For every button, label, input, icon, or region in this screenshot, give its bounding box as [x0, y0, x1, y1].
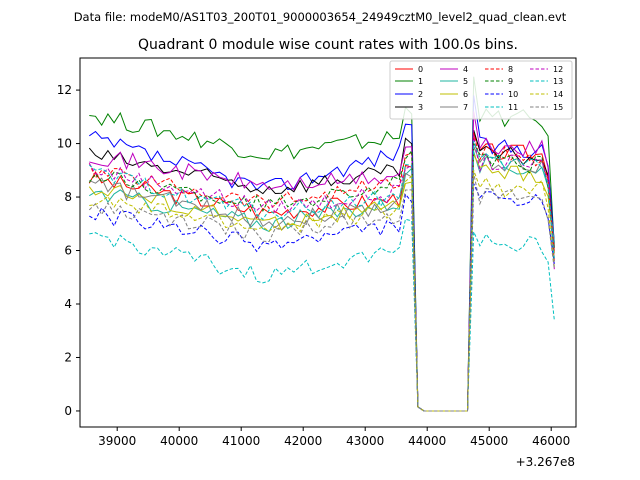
x-offset-label: +3.267e8: [516, 455, 575, 469]
y-tick-label: 4: [64, 297, 72, 311]
series-line-4: [89, 111, 555, 412]
legend-label-7: 7: [463, 103, 468, 112]
y-tick-label: 12: [57, 83, 72, 97]
legend-label-15: 15: [553, 103, 563, 112]
series-line-5: [89, 151, 555, 412]
series-line-8: [88, 132, 555, 412]
chart-title: Quadrant 0 module wise count rates with …: [138, 37, 518, 53]
plot-lines: [88, 76, 555, 412]
legend-label-9: 9: [508, 77, 513, 86]
x-tick-label: 44000: [408, 434, 446, 448]
x-tick-label: 42000: [284, 434, 322, 448]
legend-label-2: 2: [418, 90, 423, 99]
legend-label-5: 5: [463, 77, 468, 86]
series-line-0: [88, 132, 555, 412]
legend-label-14: 14: [553, 90, 563, 99]
series-line-2: [89, 95, 555, 412]
series-line-13: [88, 140, 555, 412]
x-tick-label: 43000: [346, 434, 384, 448]
y-tick-label: 6: [64, 244, 72, 258]
legend-label-6: 6: [463, 90, 468, 99]
y-axis: 0 2 4 6 8 10 12: [57, 83, 80, 418]
series-line-15: [88, 172, 555, 412]
series-line-14: [89, 170, 555, 412]
series-line-10: [89, 183, 555, 412]
series-line-1: [89, 76, 555, 412]
legend-label-11: 11: [508, 103, 518, 112]
series-line-11: [89, 218, 555, 412]
data-file-label: Data file: modeM0/AS1T03_200T01_90000036…: [74, 10, 567, 24]
legend-label-0: 0: [418, 65, 423, 74]
x-tick-label: 41000: [222, 434, 260, 448]
y-tick-label: 2: [64, 350, 72, 364]
y-tick-label: 10: [57, 137, 72, 151]
legend-box: [389, 60, 573, 120]
y-tick-label: 8: [64, 190, 72, 204]
legend-label-10: 10: [508, 90, 518, 99]
legend-label-13: 13: [553, 77, 563, 86]
legend-label-12: 12: [553, 65, 563, 74]
series-line-3: [88, 130, 555, 412]
x-axis: 39000 40000 41000 42000 43000 44000 45000 46000: [98, 427, 570, 448]
plot-frame: [79, 57, 577, 428]
x-tick-label: 40000: [160, 434, 198, 448]
y-tick-label: 0: [64, 404, 72, 418]
legend-label-1: 1: [418, 77, 423, 86]
series-line-6: [88, 154, 555, 412]
legend-label-4: 4: [463, 65, 468, 74]
x-tick-label: 39000: [98, 434, 136, 448]
x-tick-label: 45000: [470, 434, 508, 448]
x-tick-label: 46000: [532, 434, 570, 448]
legend-label-3: 3: [418, 103, 423, 112]
legend-label-8: 8: [508, 65, 513, 74]
